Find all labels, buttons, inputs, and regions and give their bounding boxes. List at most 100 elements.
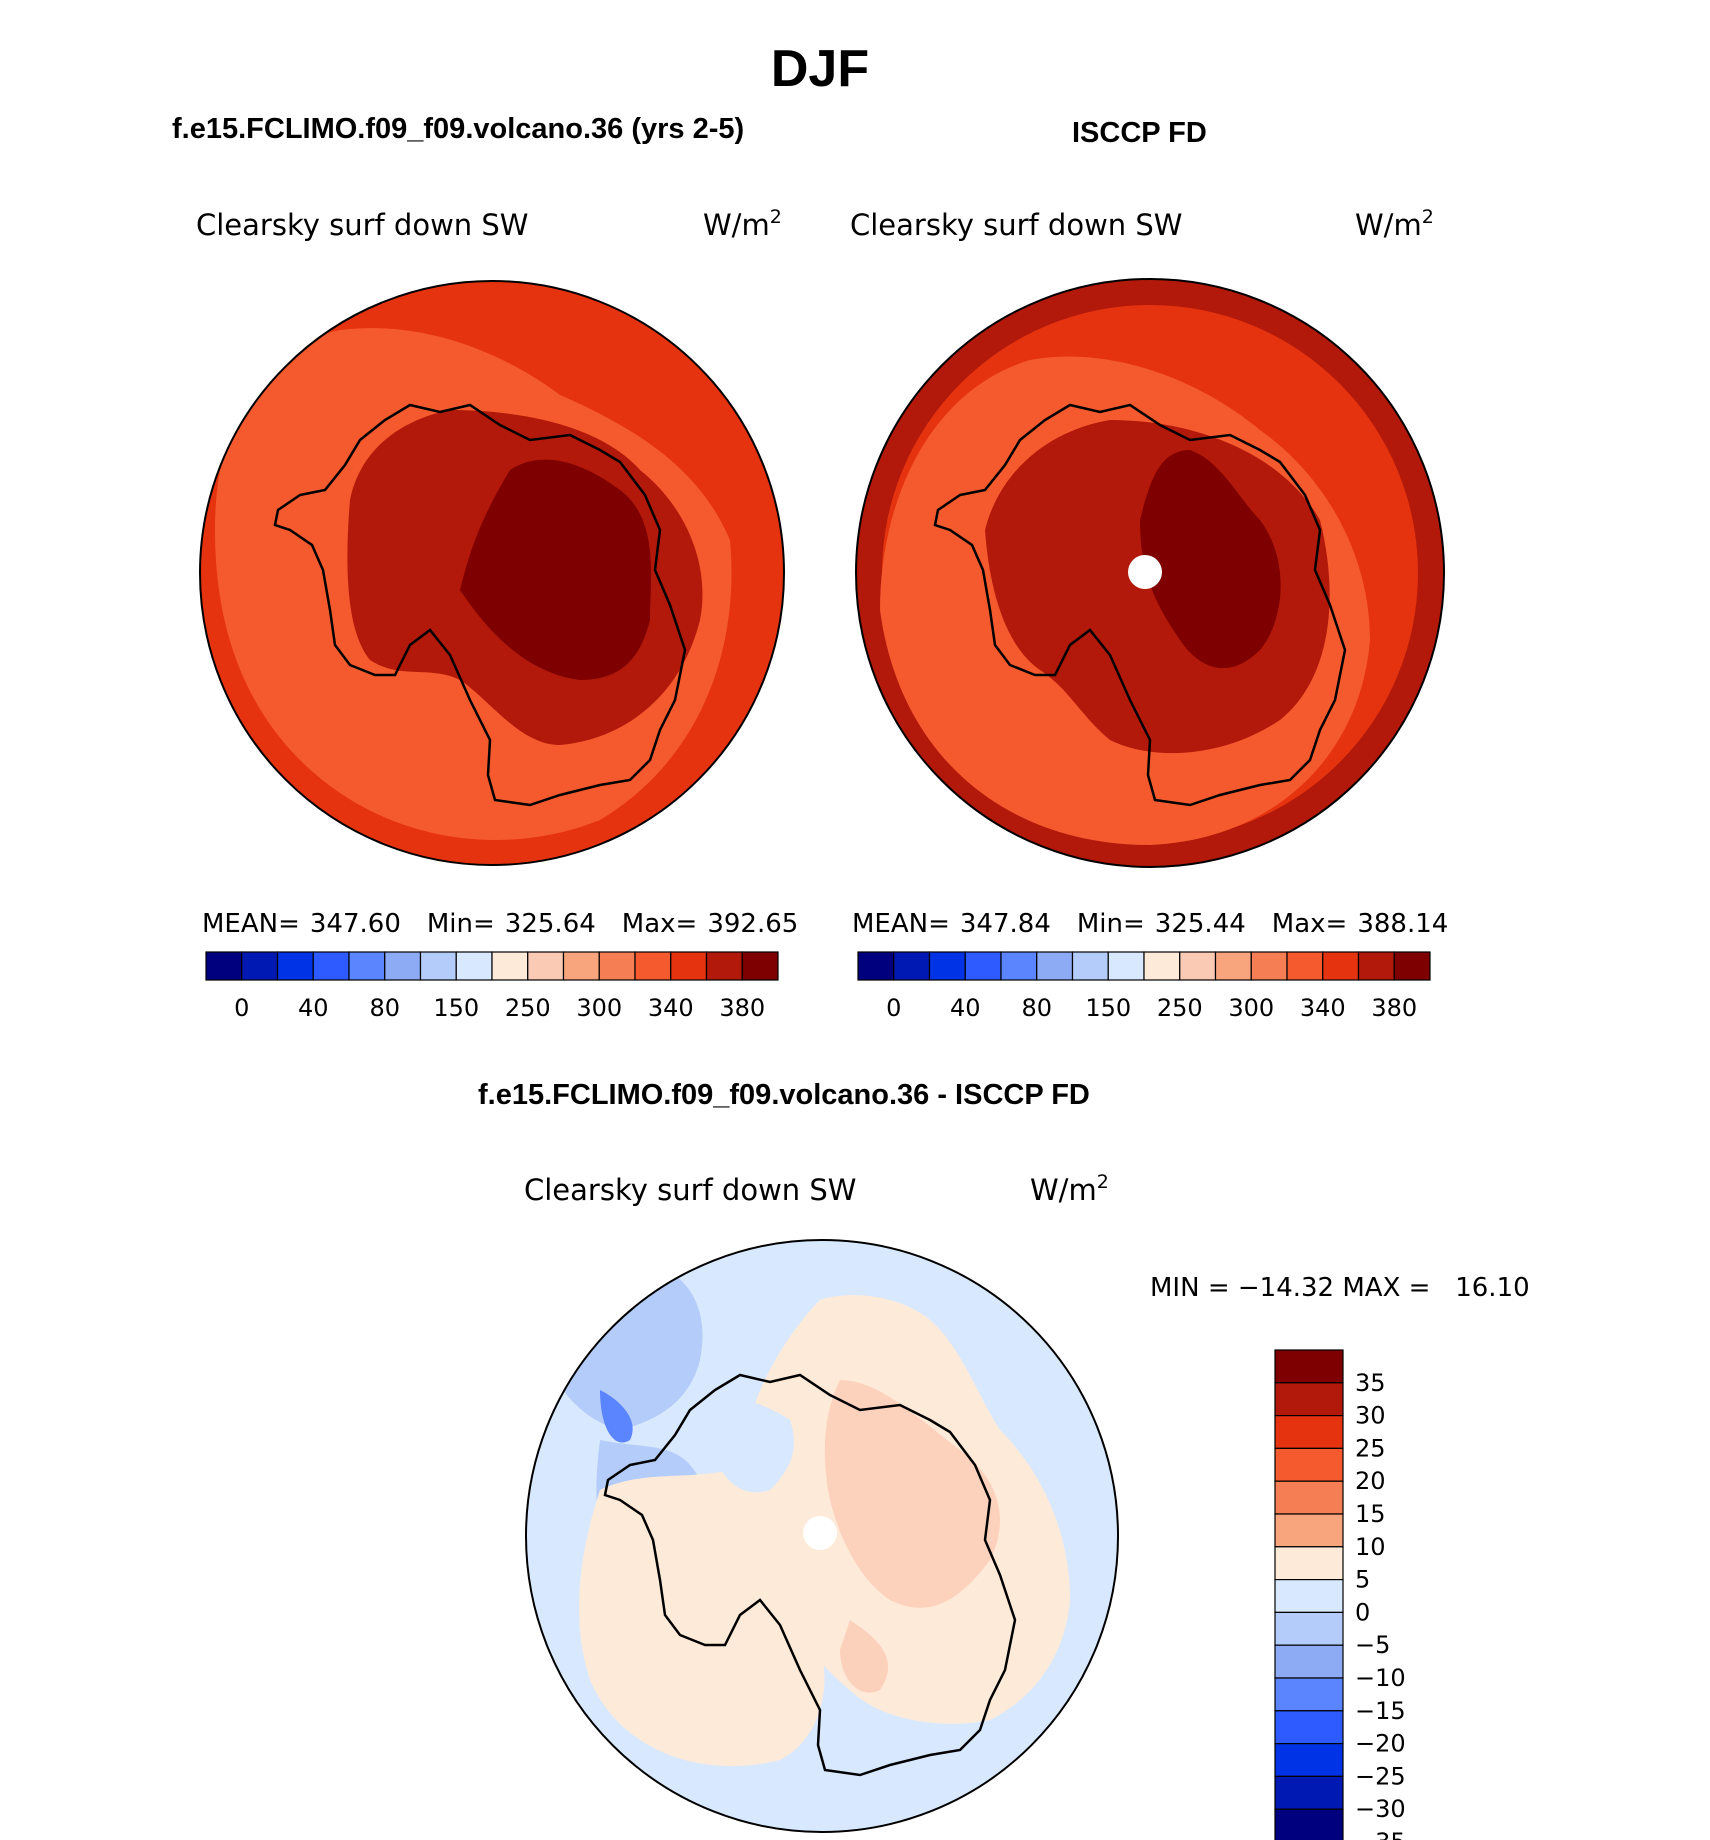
diff-colorbar-tick-label: 5 [1355,1566,1370,1594]
obs-colorbar-swatch [1179,951,1217,981]
diff-panel-title: f.e15.FCLIMO.f09_f09.volcano.36 - ISCCP … [478,1079,1090,1111]
diff-colorbar-swatch [1274,1677,1344,1712]
model-colorbar-tick-label: 150 [433,994,479,1022]
model-colorbar-swatch [705,951,743,981]
diff-colorbar-swatch [1274,1414,1344,1449]
diff-colorbar-swatch [1274,1513,1344,1548]
obs-colorbar-tick-label: 380 [1371,994,1417,1022]
diff-colorbar-tick-label: −5 [1355,1631,1390,1659]
model-polar-map [200,281,784,865]
model-colorbar-swatch [419,951,457,981]
diff-colorbar-tick-label: 35 [1355,1369,1386,1397]
model-colorbar-swatch [241,951,279,981]
model-colorbar-swatch [562,951,600,981]
model-colorbar-swatch [598,951,636,981]
obs-colorbar-tick-label: 250 [1157,994,1203,1022]
model-colorbar-swatch [384,951,422,981]
model-colorbar-swatch [634,951,672,981]
figure-title: DJF [771,40,869,98]
diff-colorbar-tick-label: −20 [1355,1730,1406,1758]
diff-colorbar-swatch [1274,1480,1344,1515]
diff-colorbar-tick-label: −35 [1355,1828,1406,1840]
obs-polar-map [856,279,1444,867]
model-colorbar-tick-label: 250 [505,994,551,1022]
diff-colorbar-tick-label: 25 [1355,1434,1386,1462]
model-colorbar-tick-label: 380 [719,994,765,1022]
diff-colorbar-tick-label: 15 [1355,1500,1386,1528]
obs-colorbar-swatch [893,951,931,981]
model-colorbar-swatch [276,951,314,981]
model-variable-label: Clearsky surf down SW [196,208,528,242]
obs-colorbar-tick-label: 150 [1085,994,1131,1022]
obs-colorbar-tick-label: 300 [1228,994,1274,1022]
obs-colorbar-swatch [1071,951,1109,981]
model-colorbar-swatch [741,951,779,981]
model-colorbar: 0 40 80 150 250 300 340 380 [205,951,779,1022]
obs-colorbar-tick-label: 40 [950,994,981,1022]
model-colorbar-swatch [491,951,529,981]
diff-colorbar-swatch [1274,1644,1344,1679]
model-panel-title: f.e15.FCLIMO.f09_f09.volcano.36 (yrs 2-5… [172,113,744,145]
obs-units-label: W/m2 [1355,206,1434,242]
diff-colorbar-tick-label: 20 [1355,1467,1386,1495]
diff-colorbar-tick-label: −15 [1355,1697,1406,1725]
diff-map-boundary [525,1239,1119,1833]
model-colorbar-tick-label: 80 [369,994,400,1022]
diff-colorbar-tick-label: 0 [1355,1598,1370,1626]
obs-colorbar-tick-label: 80 [1021,994,1052,1022]
diff-colorbar-swatch [1274,1742,1344,1777]
obs-colorbar-swatch [928,951,966,981]
model-colorbar-swatch [670,951,708,981]
obs-colorbar: 0 40 80 150 250 300 340 380 [857,951,1431,1022]
model-colorbar-swatch [455,951,493,981]
diff-colorbar-swatch [1274,1546,1344,1581]
diff-polar-map [526,1240,1118,1832]
model-colorbar-swatch [527,951,565,981]
polar-hole [803,1516,837,1550]
diff-colorbar-tick-label: −25 [1355,1762,1406,1790]
diff-colorbar-swatch [1274,1611,1344,1646]
model-colorbar-swatch [348,951,386,981]
model-colorbar-swatch [205,951,243,981]
polar-hole [1128,555,1162,589]
obs-colorbar-swatch [1107,951,1145,981]
diff-colorbar-swatch [1274,1382,1344,1417]
obs-colorbar-swatch [1250,951,1288,981]
obs-colorbar-tick-label: 340 [1300,994,1346,1022]
obs-colorbar-swatch [1143,951,1181,981]
diff-colorbar-swatch [1274,1349,1344,1384]
obs-variable-label: Clearsky surf down SW [850,208,1182,242]
obs-colorbar-swatch [1393,951,1431,981]
diff-units-label: W/m2 [1030,1171,1109,1207]
obs-colorbar-swatch [1322,951,1360,981]
diff-colorbar-swatch [1274,1775,1344,1810]
diff-colorbar-tick-label: −30 [1355,1795,1406,1823]
diff-colorbar-tick-label: 10 [1355,1533,1386,1561]
obs-colorbar-swatch [1000,951,1038,981]
diff-minmax: MIN = −14.32 MAX = 16.10 [1150,1273,1530,1303]
obs-colorbar-swatch [1357,951,1395,981]
diff-colorbar-swatch [1274,1447,1344,1482]
diff-colorbar-swatch [1274,1710,1344,1745]
model-units-label: W/m2 [703,206,782,242]
diff-colorbar-swatch [1274,1808,1344,1840]
obs-colorbar-tick-label: 0 [886,994,901,1022]
diff-colorbar: 35 30 25 20 15 10 5 0 −5 −10 −15 −20 −25 −30 −35 [1274,1349,1406,1840]
diff-colorbar-tick-label: −10 [1355,1664,1406,1692]
obs-colorbar-swatch [1286,951,1324,981]
obs-stats: MEAN= 347.84 Min= 325.44 Max= 388.14 [852,909,1448,939]
obs-colorbar-swatch [857,951,895,981]
obs-colorbar-swatch [1036,951,1074,981]
model-colorbar-tick-label: 340 [648,994,694,1022]
obs-colorbar-swatch [1214,951,1252,981]
model-colorbar-tick-label: 300 [576,994,622,1022]
model-stats: MEAN= 347.60 Min= 325.64 Max= 392.65 [202,909,798,939]
obs-panel-title: ISCCP FD [1072,117,1207,149]
diff-colorbar-swatch [1274,1578,1344,1613]
diff-colorbar-tick-label: 30 [1355,1402,1386,1430]
model-map-boundary [199,280,785,866]
obs-colorbar-swatch [964,951,1002,981]
model-colorbar-swatch [312,951,350,981]
model-colorbar-tick-label: 40 [298,994,329,1022]
